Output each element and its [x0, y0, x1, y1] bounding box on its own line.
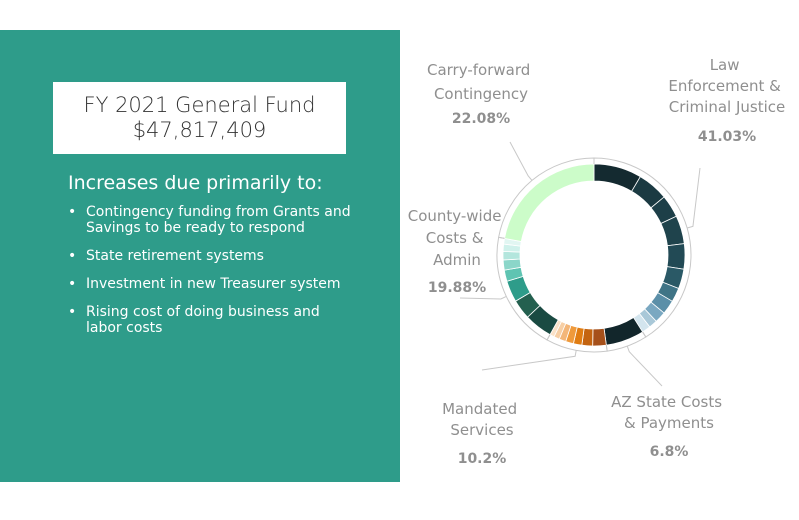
leader-line-az-state: [626, 345, 663, 387]
leader-line-county-wide: [459, 295, 507, 300]
fund-amount: $47,817,409: [132, 118, 267, 142]
bracket-county-wide: [496, 236, 551, 341]
list-item: Contingency funding from Grants and Savi…: [68, 204, 358, 236]
category-label-carry-forward: Carry-forward Contingency: [427, 61, 535, 103]
leader-line-carry-forward: [509, 141, 533, 181]
category-label-county-wide: County-wide Costs & Admin: [408, 207, 507, 269]
leader-line-mandated: [481, 350, 577, 371]
value-label-law-enforcement: 41.03%: [698, 129, 756, 145]
category-label-law-enforcement: Law Enforcement & Criminal Justice: [668, 56, 785, 116]
bracket-carry-forward: [498, 157, 595, 239]
list-item: Investment in new Treasurer system: [68, 276, 358, 292]
donut-slice-carry-forward: [504, 163, 595, 242]
donut-slice-county-wide: [502, 250, 521, 261]
leader-lines: [459, 141, 701, 387]
increase-list: Contingency funding from Grants and Savi…: [68, 204, 358, 348]
donut-slice-mandated: [592, 327, 607, 347]
donut-slice-law-enforcement: [666, 243, 686, 270]
list-item: State retirement systems: [68, 248, 358, 264]
category-label-az-state: AZ State Costs & Payments: [611, 393, 727, 432]
donut-chart: Law Enforcement & Criminal Justice 41.03…: [408, 56, 786, 467]
fund-title: FY 2021 General Fund: [83, 93, 316, 117]
value-label-county-wide: 19.88%: [428, 280, 486, 296]
donut-slices: [502, 163, 686, 347]
value-label-carry-forward: 22.08%: [452, 111, 510, 127]
donut-slice-law-enforcement: [593, 163, 641, 192]
category-label-mandated: Mandated Services: [442, 400, 522, 439]
leader-line-law-enforcement: [687, 167, 701, 229]
increases-heading: Increases due primarily to:: [68, 172, 323, 194]
list-item: Rising cost of doing business and labor …: [68, 304, 358, 336]
bracket-law-enforcement: [593, 157, 692, 338]
title-box: FY 2021 General Fund $47,817,409: [53, 82, 346, 154]
value-label-mandated: 10.2%: [458, 451, 507, 467]
value-label-az-state: 6.8%: [650, 444, 689, 460]
